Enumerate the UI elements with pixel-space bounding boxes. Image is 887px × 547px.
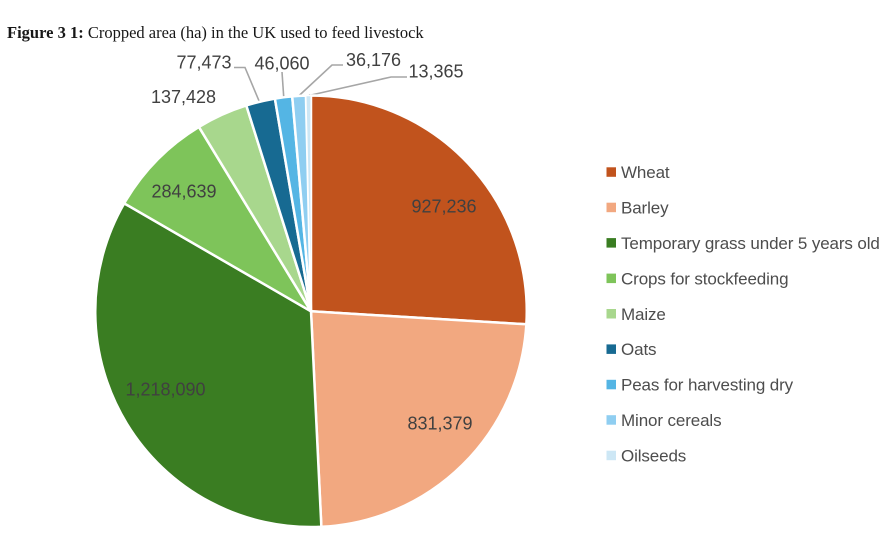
svg-text:Temporary grass under 5 years: Temporary grass under 5 years old <box>621 234 880 253</box>
svg-text:Minor cereals: Minor cereals <box>621 411 721 430</box>
svg-text:77,473: 77,473 <box>176 53 231 73</box>
svg-text:Wheat: Wheat <box>621 163 670 182</box>
svg-text:Maize: Maize <box>621 305 666 324</box>
svg-text:Crops for stockfeeding: Crops for stockfeeding <box>621 269 788 288</box>
svg-text:284,639: 284,639 <box>151 182 216 202</box>
svg-text:Peas for harvesting dry: Peas for harvesting dry <box>621 376 794 395</box>
svg-text:Barley: Barley <box>621 199 669 218</box>
svg-text:36,176: 36,176 <box>346 50 401 70</box>
svg-text:Oats: Oats <box>621 340 656 359</box>
svg-text:13,365: 13,365 <box>408 62 463 82</box>
svg-text:137,428: 137,428 <box>151 87 216 107</box>
svg-text:1,218,090: 1,218,090 <box>125 380 205 400</box>
svg-text:46,060: 46,060 <box>254 54 309 74</box>
svg-text:831,379: 831,379 <box>407 414 472 434</box>
svg-text:Oilseeds: Oilseeds <box>621 447 686 466</box>
svg-text:927,236: 927,236 <box>411 197 476 217</box>
